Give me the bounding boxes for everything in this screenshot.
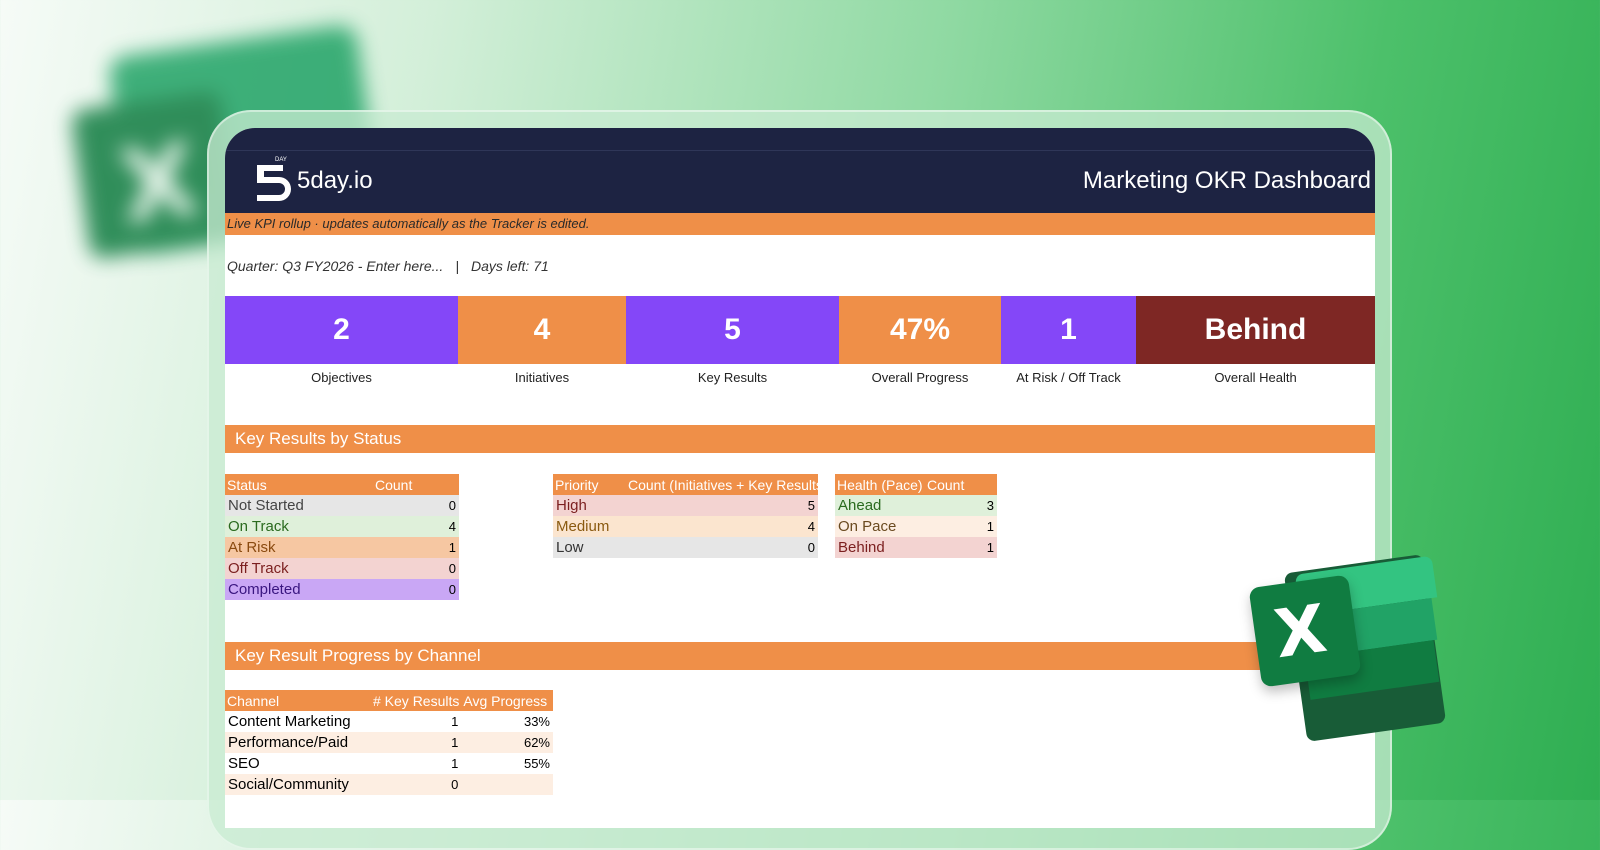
channel-name: Performance/Paid (228, 734, 349, 751)
5day-logo-icon (257, 165, 291, 201)
status-count: 0 (448, 561, 456, 576)
channel-name: Social/Community (228, 776, 349, 793)
priority-label: Low (556, 539, 584, 556)
channel-name: Content Marketing (228, 713, 351, 730)
table-row[interactable]: Not Started 0 (225, 495, 459, 516)
table-row[interactable]: Off Track 0 (225, 558, 459, 579)
channel-count: 1 (451, 714, 459, 729)
health-label: On Pace (838, 518, 897, 535)
logo-small-text: DAY (275, 157, 287, 163)
table-row[interactable]: Medium 4 (553, 516, 818, 537)
channel-name: SEO (228, 755, 260, 772)
channel-progress: 62% (523, 735, 550, 750)
kpi-key-results: 5 (626, 296, 839, 364)
column-header: Priority (553, 474, 626, 495)
status-count: 0 (448, 582, 456, 597)
status-label: On Track (228, 518, 289, 535)
channel-progress: 55% (523, 756, 550, 771)
status-label: At Risk (228, 539, 276, 556)
kpi-overall-progress: 47% (839, 296, 1001, 364)
column-header: Count (373, 474, 459, 495)
health-count: 1 (986, 519, 994, 534)
channel-count: 1 (451, 735, 459, 750)
section-channel-header: Key Result Progress by Channel (225, 642, 1375, 670)
kpi-label: Overall Health (1214, 370, 1297, 385)
column-header: Count (Initiatives + Key Results) (626, 474, 818, 495)
priority-count: 0 (807, 540, 815, 555)
channel-table: Channel # Key Results Avg Progress Conte… (225, 690, 553, 795)
channel-count: 0 (451, 777, 459, 792)
status-label: Not Started (228, 497, 304, 514)
table-row[interactable]: Social/Community 0 (225, 774, 553, 795)
health-label: Behind (838, 539, 885, 556)
channel-progress: 33% (523, 714, 550, 729)
status-count: 4 (448, 519, 456, 534)
kpi-label: Initiatives (514, 370, 570, 385)
days-left: Days left: 71 (470, 258, 549, 274)
priority-label: Medium (556, 518, 610, 535)
quarter-line: Quarter: Q3 FY2026 - Enter here... | Days … (227, 258, 549, 274)
health-label: Ahead (838, 497, 882, 514)
column-header: Avg Progress (461, 690, 553, 711)
kpi-initiatives: 4 (458, 296, 626, 364)
kpi-label: At Risk / Off Track (1016, 370, 1121, 385)
spreadsheet-screen: DAY 5day.io Marketing OKR Dashboard Live… (225, 128, 1375, 828)
kpi-label: Key Results (697, 370, 768, 385)
table-row[interactable]: Behind 1 (835, 537, 997, 558)
status-table: Status Count Not Started 0 On Track 4 At R… (225, 474, 459, 600)
channel-progress (461, 774, 553, 795)
status-label: Completed (228, 581, 301, 598)
kpi-overall-health: Behind (1136, 296, 1375, 364)
table-row[interactable]: At Risk 1 (225, 537, 459, 558)
kpi-label: Overall Progress (871, 370, 969, 385)
table-row[interactable]: Content Marketing 1 33% (225, 711, 553, 732)
health-count: 3 (986, 498, 994, 513)
column-header: Health (Pace) (835, 474, 925, 495)
status-count: 1 (448, 540, 456, 555)
kpi-objectives: 2 (225, 296, 458, 364)
table-row[interactable]: Ahead 3 (835, 495, 997, 516)
kpi-row: 2 4 5 47% 1 Behind (225, 296, 1375, 364)
priority-count: 5 (807, 498, 815, 513)
table-row[interactable]: On Pace 1 (835, 516, 997, 537)
status-count: 0 (448, 498, 456, 513)
top-strip (225, 128, 1375, 151)
kpi-labels: Objectives Initiatives Key Results Overa… (225, 370, 1375, 385)
priority-count: 4 (807, 519, 815, 534)
table-row[interactable]: On Track 4 (225, 516, 459, 537)
column-header: # Key Results (371, 690, 462, 711)
health-count: 1 (986, 540, 994, 555)
priority-label: High (556, 497, 587, 514)
column-header: Channel (225, 690, 371, 711)
health-table: Health (Pace) Count Ahead 3 On Pace 1 Behi… (835, 474, 997, 558)
kpi-label: Objectives (311, 370, 372, 385)
page-title: Marketing OKR Dashboard (1082, 167, 1371, 194)
table-row[interactable]: Performance/Paid 1 62% (225, 732, 553, 753)
quarter-separator: | (455, 258, 459, 274)
section-status-header: Key Results by Status (225, 425, 1375, 453)
column-header: Status (225, 474, 373, 495)
status-label: Off Track (228, 560, 289, 577)
notice-bar: Live KPI rollup · updates automatically … (225, 213, 1375, 235)
channel-count: 1 (451, 756, 459, 771)
excel-icon: X (1248, 554, 1447, 743)
dashboard-header: DAY 5day.io Marketing OKR Dashboard (225, 151, 1375, 213)
kpi-at-risk: 1 (1001, 296, 1136, 364)
quarter-input[interactable]: Quarter: Q3 FY2026 - Enter here... (227, 258, 444, 274)
table-row[interactable]: Low 0 (553, 537, 818, 558)
table-row[interactable]: SEO 1 55% (225, 753, 553, 774)
table-row[interactable]: High 5 (553, 495, 818, 516)
table-row[interactable]: Completed 0 (225, 579, 459, 600)
logo-text: 5day.io (297, 167, 373, 194)
column-header: Count (925, 474, 997, 495)
priority-table: Priority Count (Initiatives + Key Result… (553, 474, 818, 558)
